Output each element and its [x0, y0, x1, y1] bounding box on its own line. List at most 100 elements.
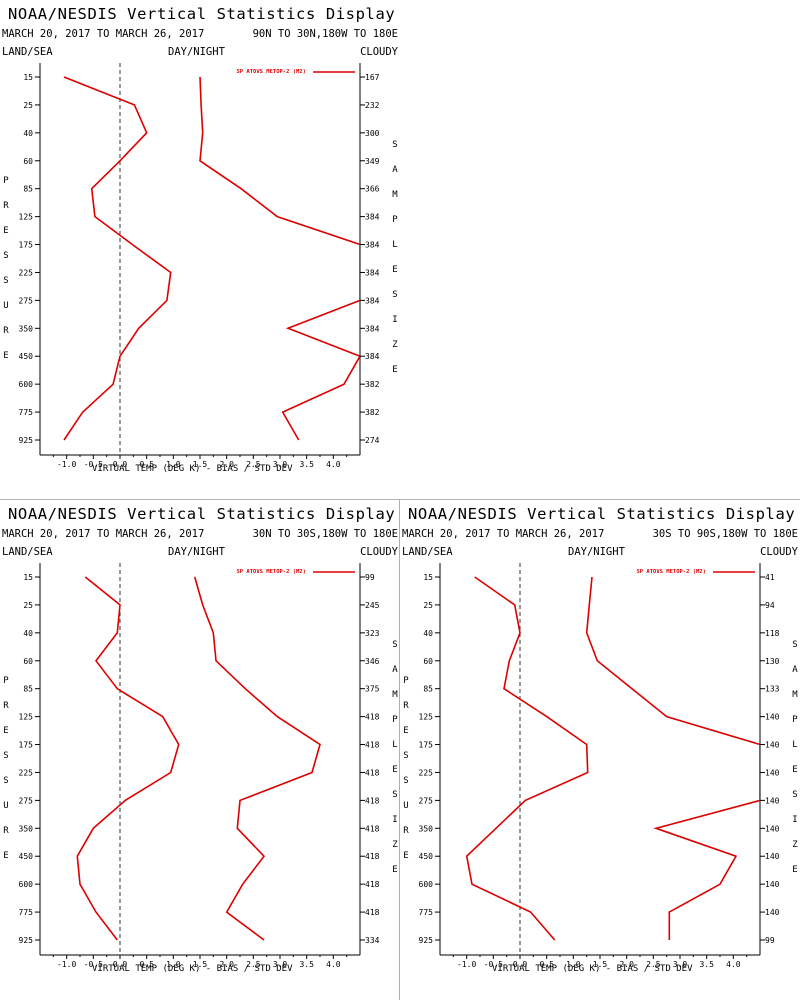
x-tick-label: 2.0 — [219, 960, 234, 969]
pressure-label: 350 — [419, 824, 434, 833]
cloudy-label: CLOUDY — [760, 546, 798, 558]
region-label: 30S TO 90S,180W TO 180E — [652, 528, 798, 540]
y2-axis-letter: A — [392, 665, 398, 675]
x-tick-label: 3.0 — [273, 960, 288, 969]
cloudy-label: CLOUDY — [360, 46, 398, 58]
bias-series-line — [63, 76, 172, 441]
y2-axis-letter: E — [392, 365, 398, 375]
y2-axis-letter: I — [392, 815, 398, 825]
stats-panel-1: NOAA/NESDIS Vertical Statistics Display M… — [0, 0, 400, 500]
day-night-label: DAY/NIGHT — [568, 546, 625, 558]
y2-axis-letter: P — [392, 215, 398, 225]
x-tick-label: 1.0 — [166, 460, 181, 469]
y-axis-letter: R — [3, 701, 9, 711]
sample-size-label: 118 — [765, 629, 780, 638]
legend-label: SP ATOVS METOP-2 (M2) — [236, 69, 306, 75]
pressure-label: 350 — [19, 324, 34, 333]
pressure-label: 225 — [19, 768, 34, 777]
pressure-label: 600 — [19, 880, 34, 889]
sample-size-label: 140 — [765, 824, 780, 833]
y2-axis-letter: L — [792, 740, 798, 750]
pressure-label: 275 — [19, 296, 34, 305]
sample-size-label: 384 — [365, 213, 380, 222]
horizontal-divider — [0, 499, 800, 500]
bias-series-line — [76, 576, 180, 941]
pressure-label: 125 — [19, 713, 34, 722]
pressure-label: 25 — [23, 101, 33, 110]
sample-size-label: 384 — [365, 296, 380, 305]
y-axis-label: P R E S S U R E — [401, 676, 411, 876]
x-tick-label: 4.0 — [326, 460, 341, 469]
sample-size-label: 232 — [365, 101, 380, 110]
sample-size-label: 382 — [365, 408, 380, 417]
region-label: 30N TO 30S,180W TO 180E — [252, 528, 398, 540]
y-axis-letter: R — [403, 826, 409, 836]
x-tick-label: 0.5 — [139, 960, 154, 969]
y2-axis-letter: S — [392, 290, 398, 300]
date-range: MARCH 20, 2017 TO MARCH 26, 2017 — [2, 528, 205, 540]
y2-axis-letter: S — [792, 640, 798, 650]
y2-axis-letter: S — [392, 140, 398, 150]
pressure-label: 15 — [23, 73, 33, 82]
pressure-label: 15 — [23, 573, 33, 582]
pressure-label: 15 — [423, 573, 433, 582]
y-axis-letter: R — [3, 201, 9, 211]
y-axis-letter: P — [3, 676, 9, 686]
sample-size-label: 99 — [765, 936, 775, 945]
x-tick-label: 3.0 — [673, 960, 688, 969]
x-tick-label: -1.0 — [57, 460, 76, 469]
region-label: 90N TO 30N,180W TO 180E — [252, 28, 398, 40]
y-axis-letter: U — [403, 801, 409, 811]
sample-size-label: 346 — [365, 657, 380, 666]
x-tick-label: 3.5 — [299, 960, 314, 969]
y-axis-label: P R E S S U R E — [1, 676, 11, 876]
x-tick-label: 0.0 — [513, 960, 528, 969]
y-axis-letter: U — [3, 301, 9, 311]
sample-size-label: 133 — [765, 685, 780, 694]
y2-axis-letter: L — [392, 740, 398, 750]
pressure-label: 450 — [19, 352, 34, 361]
x-tick-label: 3.0 — [273, 460, 288, 469]
land-sea-label: LAND/SEA — [2, 46, 53, 58]
day-night-label: DAY/NIGHT — [168, 46, 225, 58]
y-axis-letter: E — [3, 726, 9, 736]
pressure-label: 925 — [19, 436, 34, 445]
x-tick-label: 4.0 — [326, 960, 341, 969]
y2-axis-letter: M — [792, 690, 798, 700]
y2-axis-letter: I — [792, 815, 798, 825]
sample-size-label: 418 — [365, 880, 380, 889]
y2-axis-letter: Z — [392, 340, 398, 350]
sample-size-label: 366 — [365, 185, 380, 194]
pressure-label: 175 — [19, 241, 34, 250]
y-axis-letter: P — [3, 176, 9, 186]
pressure-label: 60 — [23, 157, 33, 166]
panel-title: NOAA/NESDIS Vertical Statistics Display — [408, 505, 796, 523]
pressure-label: 125 — [19, 213, 34, 222]
sample-size-label: 94 — [765, 601, 775, 610]
stats-panel-2: NOAA/NESDIS Vertical Statistics Display M… — [0, 500, 400, 1000]
sample-size-label: 384 — [365, 241, 380, 250]
x-tick-label: 1.5 — [193, 460, 208, 469]
y-axis-letter: E — [403, 726, 409, 736]
y-axis-letter: R — [403, 701, 409, 711]
sample-size-label: 384 — [365, 352, 380, 361]
sample-size-label: 140 — [765, 796, 780, 805]
x-tick-label: 1.0 — [166, 960, 181, 969]
chart-svg: -1.0 -0.5 0.0 0.5 1.0 1.5 2.0 2.5 3.0 3.5 4.0 15 99 2… — [19, 563, 380, 969]
sample-size-label: 140 — [765, 741, 780, 750]
sample-size-label: 375 — [365, 685, 380, 694]
sample-size-label: 140 — [765, 713, 780, 722]
legend-label: SP ATOVS METOP-2 (M2) — [636, 569, 706, 575]
pressure-label: 85 — [23, 685, 33, 694]
pressure-label: 25 — [423, 601, 433, 610]
x-tick-label: 0.0 — [113, 960, 128, 969]
x-tick-label: 2.5 — [646, 960, 661, 969]
pressure-label: 600 — [19, 380, 34, 389]
x-tick-label: 2.5 — [246, 460, 261, 469]
x-tick-label: 4.0 — [726, 960, 741, 969]
stddev-series-line — [585, 576, 760, 940]
pressure-label: 40 — [23, 129, 33, 138]
y-axis-letter: U — [3, 801, 9, 811]
sample-size-label: 418 — [365, 796, 380, 805]
sample-size-label: 418 — [365, 713, 380, 722]
